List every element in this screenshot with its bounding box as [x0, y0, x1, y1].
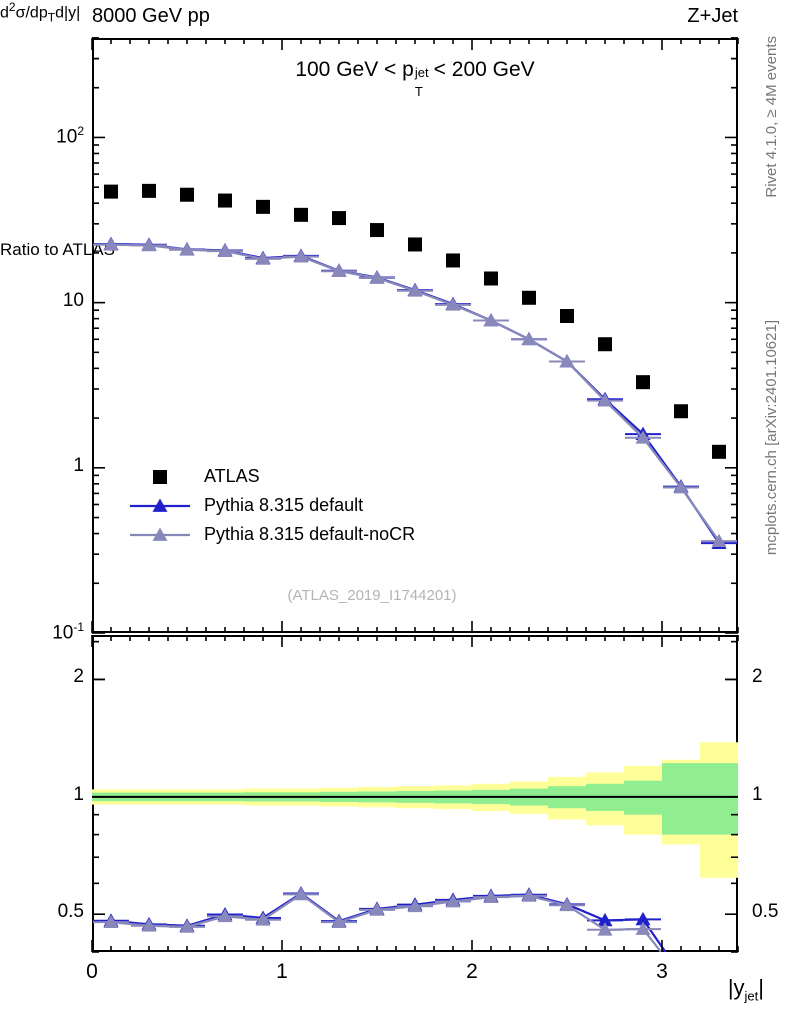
legend-label: ATLAS [204, 466, 260, 486]
data-point-marker [560, 309, 574, 324]
data-point-marker [142, 918, 157, 931]
data-point-marker [597, 393, 613, 407]
title-sup: jet [414, 65, 429, 80]
x-tick-label: 0 [86, 960, 98, 983]
x-axis-label-base: |y [727, 975, 745, 1000]
main-y-tick-label: 1 [73, 454, 84, 476]
data-point-marker [256, 912, 271, 925]
data-point-marker [180, 919, 195, 932]
data-point-marker [598, 922, 613, 935]
data-point-marker [218, 193, 232, 208]
title-post: < 200 GeV [427, 58, 535, 81]
data-point-marker [256, 199, 270, 214]
x-axis-label-end: | [758, 975, 764, 1000]
header-left-label: 8000 GeV pp [92, 5, 210, 27]
data-point-marker [294, 207, 308, 222]
ratio-y-tick-label-right: 1 [752, 783, 763, 805]
ratio-series-1 [93, 887, 719, 992]
title-pre: 100 GeV < p [295, 58, 414, 81]
ratio-y-axis-label: Ratio to ATLAS [0, 240, 115, 259]
x-tick-label: 1 [276, 960, 288, 983]
x-tick-label: 2 [466, 960, 478, 983]
data-point-marker [636, 922, 651, 935]
data-point-marker [598, 913, 613, 926]
header-right-label: Z+Jet [687, 5, 738, 27]
data-point-marker [331, 263, 347, 278]
legend-marker-square [128, 467, 192, 487]
data-point-marker [104, 184, 118, 199]
legend-entry[interactable]: Pythia 8.315 default-noCR [128, 520, 415, 549]
data-point-marker [218, 909, 233, 922]
legend-marker-triangle [128, 525, 192, 545]
data-point-marker [484, 271, 498, 286]
ratio-y-tick-label-left: 0.5 [57, 901, 84, 923]
series-0 [104, 183, 726, 459]
data-point-marker [522, 290, 536, 305]
data-point-marker [483, 312, 499, 327]
data-point-marker [408, 899, 423, 912]
data-point-marker [369, 270, 385, 284]
data-point-marker [142, 183, 156, 198]
main-y-tick-label: 10 [62, 289, 84, 311]
data-point-marker [598, 337, 612, 352]
legend-label: Pythia 8.315 default-noCR [204, 524, 416, 544]
data-point-marker [711, 533, 727, 547]
data-point-marker [521, 331, 537, 346]
main-y-tick-label: 102 [56, 124, 84, 148]
data-point-marker [370, 902, 385, 915]
data-point-marker [408, 237, 422, 252]
data-point-marker [141, 237, 157, 252]
data-point-marker [153, 469, 167, 484]
data-point-marker [673, 480, 689, 494]
data-point-marker [446, 894, 461, 907]
ratio-y-tick-label-right: 2 [752, 666, 763, 688]
data-point-marker [635, 430, 651, 444]
data-point-marker [712, 444, 726, 459]
ratio-y-tick-label-left: 2 [73, 666, 84, 688]
data-point-marker [445, 297, 461, 311]
main-y-tick-label: 10-1 [52, 620, 84, 644]
ratio-y-tick-label-right: 0.5 [752, 901, 779, 923]
main-plot-graphics [93, 183, 737, 549]
data-point-marker [255, 251, 271, 265]
data-point-marker [332, 915, 347, 928]
data-point-marker [674, 404, 688, 419]
data-point-marker [559, 354, 575, 368]
data-point-marker [180, 187, 194, 202]
legend-marker-triangle [128, 496, 192, 516]
ratio-y-tick-label-left: 1 [73, 783, 84, 805]
data-point-marker [294, 887, 309, 900]
data-point-marker [370, 223, 384, 238]
plot-title: 100 GeV < p jet T < 200 GeV [92, 58, 738, 99]
data-point-marker [152, 498, 168, 512]
data-point-marker [407, 283, 423, 297]
data-point-marker [217, 243, 233, 257]
data-point-marker [179, 242, 195, 256]
data-point-marker [522, 888, 537, 901]
data-point-marker [103, 237, 119, 251]
data-point-marker [332, 211, 346, 226]
data-point-marker [636, 375, 650, 390]
x-axis-label-sub: jet [744, 988, 759, 1004]
data-point-marker [484, 890, 499, 903]
analysis-id-watermark: (ATLAS_2019_I1744201) [287, 587, 457, 604]
series-2 [93, 237, 737, 547]
data-point-marker [446, 253, 460, 268]
data-point-marker [152, 527, 168, 541]
data-point-marker [293, 249, 309, 263]
x-axis-label: |yjet| [728, 975, 764, 1003]
x-tick-label: 3 [656, 960, 668, 983]
main-y-axis-label: d2σ/dpTd|y| [0, 0, 81, 25]
data-point-marker [560, 898, 575, 911]
data-point-marker [636, 912, 651, 925]
legend-entry[interactable]: ATLAS [128, 462, 415, 491]
legend-label: Pythia 8.315 default [204, 495, 364, 515]
legend-entry[interactable]: Pythia 8.315 default [128, 491, 415, 520]
ratio-plot-graphics [92, 635, 738, 952]
title-sub: T [414, 84, 423, 99]
legend: ATLAS Pythia 8.315 default Pythia 8.315 de… [128, 462, 415, 549]
data-point-marker [104, 915, 119, 928]
